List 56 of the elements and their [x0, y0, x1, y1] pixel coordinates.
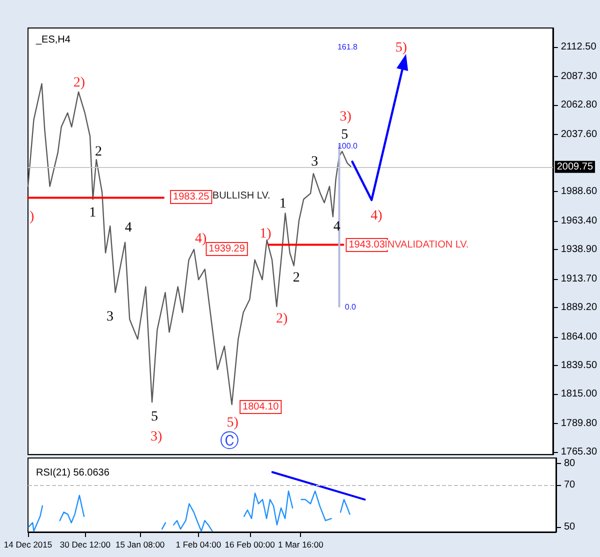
annotation: 100.0	[337, 142, 358, 150]
annotation: BULLISH LV.	[212, 190, 270, 202]
annotation: 4)	[194, 232, 207, 246]
text: _ES,H4	[35, 34, 71, 46]
y-tick-label: 1839.50	[560, 360, 598, 371]
annotation: 3)	[150, 430, 163, 444]
y-tick-label: 1889.20	[560, 302, 598, 313]
annotation: 0.0	[344, 302, 357, 312]
annotation: 1939.29	[208, 244, 246, 254]
annotation: 3)	[340, 110, 352, 124]
y-tick-label: 1789.80	[560, 418, 598, 429]
x-tick-label: 1 Mar 16:00	[278, 540, 324, 550]
annotation: 4	[333, 220, 340, 234]
annotation: 5)	[226, 416, 239, 430]
y-tick-label: 1963.40	[560, 215, 598, 226]
y-tick-label: 1765.30	[560, 446, 598, 458]
annotation: 2	[94, 144, 102, 160]
y-tick-label: 1913.70	[560, 273, 598, 284]
ref-line-label: 2009.75	[556, 161, 594, 172]
annotation: 4)	[370, 208, 383, 224]
y-tick-label: 2062.80	[560, 99, 598, 110]
x-tick-label: 16 Feb 00:00	[224, 540, 276, 550]
y-tick-label: 2037.60	[560, 128, 598, 140]
annotation: 5	[341, 128, 348, 142]
annotation: 161.8	[337, 42, 358, 52]
annotation: 3	[106, 310, 114, 324]
annotation: 1)	[260, 226, 272, 242]
text: RSI(21) 56.0636	[36, 468, 110, 478]
x-tick-label: 15 Jan 08:00	[115, 540, 165, 550]
annotation: INVALIDATION LV.	[384, 240, 469, 250]
annotation: 2	[292, 270, 300, 286]
annotation: 1943.03	[348, 240, 386, 250]
y-tick-label: 1815.00	[560, 388, 598, 400]
annotation: 1	[89, 206, 96, 220]
annotation: 5	[150, 410, 158, 424]
y-tick-label: 80	[564, 458, 576, 470]
annotation: 3	[311, 154, 318, 170]
annotation: 1	[279, 196, 286, 212]
annotation: 2)	[73, 76, 86, 90]
y-tick-label: 2087.30	[560, 70, 598, 82]
y-tick-label: 1938.90	[560, 244, 598, 256]
y-tick-label: 2112.50	[560, 42, 597, 53]
annotation: 1804.10	[242, 402, 280, 412]
y-tick-label: 1988.60	[560, 186, 598, 198]
x-tick-label: 1 Feb 04:00	[176, 540, 222, 550]
y-tick-label: 70	[564, 479, 576, 490]
annotation: )	[30, 210, 35, 224]
y-tick-label: 1864.00	[560, 331, 598, 342]
x-tick-label: 30 Dec 12:00	[60, 540, 111, 550]
y-tick-label: 50	[564, 521, 576, 532]
annotation: 2)	[276, 312, 288, 326]
x-tick-label: 14 Dec 2015	[4, 540, 52, 550]
annotation: 5)	[395, 40, 408, 56]
annotation: 1983.25	[173, 192, 210, 202]
annotation: Ⓒ	[220, 430, 240, 452]
annotation: 4	[124, 220, 132, 236]
